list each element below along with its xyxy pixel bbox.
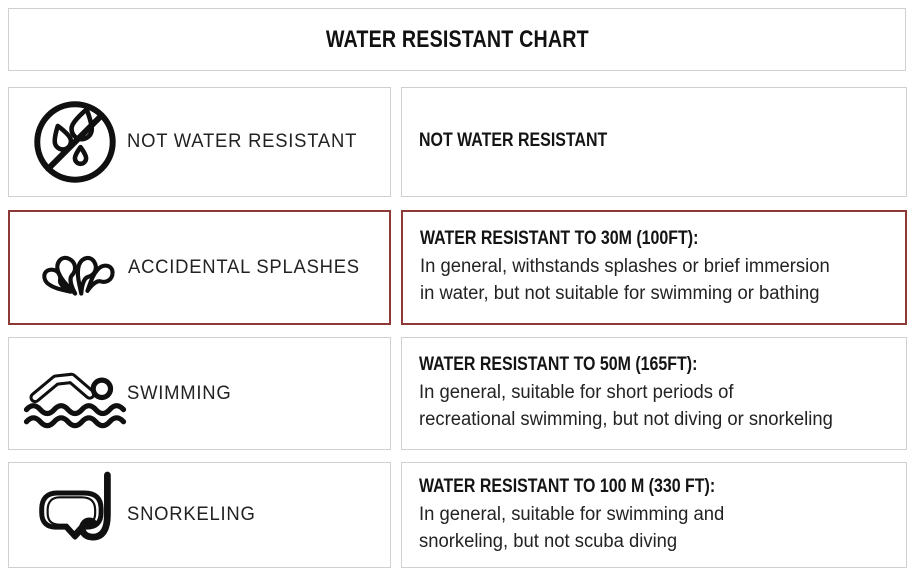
no-water-drops-icon bbox=[23, 96, 127, 188]
row-description-line: In general, suitable for short periods o… bbox=[419, 382, 734, 403]
row-label: SNORKELING bbox=[127, 504, 256, 525]
row-2-label-cell: ACCIDENTAL SPLASHES bbox=[8, 210, 391, 325]
row-1-description-cell: NOT WATER RESISTANT bbox=[401, 87, 907, 197]
page-title: WATER RESISTANT CHART bbox=[325, 25, 589, 53]
row-3-description-cell: WATER RESISTANT TO 50M (165FT): In gener… bbox=[401, 337, 907, 450]
row-description-line: In general, withstands splashes or brief… bbox=[420, 256, 830, 277]
row-3-label-cell: SWIMMING bbox=[8, 337, 391, 450]
swimmer-icon bbox=[23, 351, 127, 437]
row-1-label-cell: NOT WATER RESISTANT bbox=[8, 87, 391, 197]
row-2-description-cell: WATER RESISTANT TO 30M (100FT): In gener… bbox=[401, 210, 907, 325]
row-description-heading: WATER RESISTANT TO 100 M (330 FT): bbox=[419, 475, 716, 497]
snorkel-mask-icon bbox=[23, 466, 127, 565]
table-row-swimming: SWIMMING WATER RESISTANT TO 50M (165FT):… bbox=[8, 337, 907, 450]
table-row-not-water-resistant: NOT WATER RESISTANT NOT WATER RESISTANT bbox=[8, 87, 907, 197]
table-row-snorkeling: SNORKELING WATER RESISTANT TO 100 M (330… bbox=[8, 462, 907, 568]
chart-header: WATER RESISTANT CHART bbox=[8, 8, 906, 71]
row-label: NOT WATER RESISTANT bbox=[127, 131, 358, 152]
row-description-heading: NOT WATER RESISTANT bbox=[419, 129, 608, 151]
splash-icon bbox=[24, 228, 128, 308]
row-label: SWIMMING bbox=[127, 382, 232, 404]
row-description-line: recreational swimming, but not diving or… bbox=[419, 409, 833, 430]
row-description-heading: WATER RESISTANT TO 30M (100FT): bbox=[420, 228, 699, 249]
row-description-line: In general, suitable for swimming and bbox=[419, 503, 725, 525]
row-description-line: in water, but not suitable for swimming … bbox=[420, 283, 820, 304]
row-4-label-cell: SNORKELING bbox=[8, 462, 391, 568]
row-description-line: snorkeling, but not scuba diving bbox=[419, 530, 678, 552]
row-description-heading: WATER RESISTANT TO 50M (165FT): bbox=[419, 354, 698, 375]
row-4-description-cell: WATER RESISTANT TO 100 M (330 FT): In ge… bbox=[401, 462, 907, 568]
row-label: ACCIDENTAL SPLASHES bbox=[128, 256, 360, 278]
table-row-accidental-splashes: ACCIDENTAL SPLASHES WATER RESISTANT TO 3… bbox=[8, 210, 907, 325]
